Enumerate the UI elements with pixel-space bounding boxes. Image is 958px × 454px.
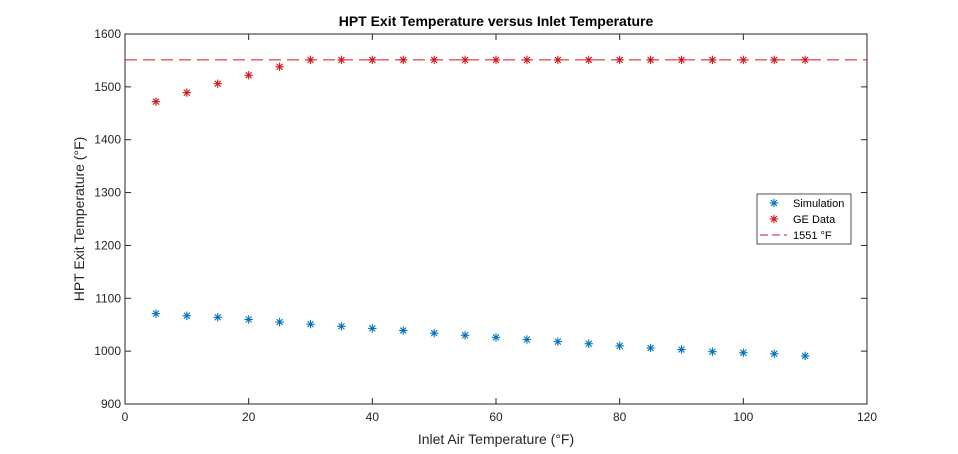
legend-entry-label: 1551 °F [793,230,832,242]
x-tick-label: 0 [122,410,129,424]
simulation-point [522,335,532,344]
y-axis-label: HPT Exit Temperature (°F) [71,137,87,302]
y-tick-label: 1100 [95,291,121,305]
x-tick-label: 100 [733,410,753,424]
ge-data-point [244,71,253,80]
y-tick-label: 1200 [94,238,121,252]
simulation-point [368,324,377,333]
x-axis-label: Inlet Air Temperature (°F) [418,431,574,447]
ge-data-point [213,79,222,88]
simulation-point [739,348,748,357]
simulation-point [182,311,192,320]
ge-data-point [151,97,161,106]
simulation-point [553,337,563,346]
simulation-point [275,317,284,327]
simulation-point [213,313,222,322]
x-tick-label: 60 [489,410,503,424]
simulation-point [615,341,624,351]
simulation-point [491,333,501,342]
chart-title: HPT Exit Temperature versus Inlet Temper… [339,13,654,29]
simulation-point [244,315,253,324]
ge-data-point [368,55,377,65]
x-tick-label: 20 [242,410,256,424]
x-tick-label: 40 [366,410,380,424]
axes-box [124,33,868,405]
legend-entry-label: Simulation [793,198,844,210]
y-tick-label: 1500 [94,80,121,94]
simulation-point [677,345,686,354]
legend-swatch-marker [769,214,779,224]
legend-swatch-marker [769,198,779,208]
simulation-point [800,351,810,361]
simulation-point [337,322,346,331]
y-tick-label: 1300 [94,186,121,200]
y-tick-label: 900 [101,397,121,411]
y-tick-label: 1000 [94,344,121,358]
ge-data-point [182,88,192,97]
legend-entry-label: GE Data [793,214,836,226]
y-tick-label: 1400 [94,133,121,147]
simulation-point [770,349,779,358]
simulation-point [399,326,408,335]
simulation-point [429,328,439,338]
plot-area: 0 20 40 60 80 100 120 900 1000 1100 1200 1300 1400 15… [94,27,877,424]
legend: Simulation GE Data 1551 °F [756,193,852,245]
y-tick-label: 1600 [94,27,121,41]
simulation-point [460,331,470,340]
simulation-point [306,319,315,329]
simulation-point [584,339,593,348]
x-tick-label: 80 [613,410,627,424]
simulation-point [708,347,717,356]
ge-data-point [275,62,284,71]
x-tick-label: 120 [857,410,877,424]
ge-data-point [800,55,810,65]
simulation-point [646,343,655,353]
simulation-point [151,309,161,318]
